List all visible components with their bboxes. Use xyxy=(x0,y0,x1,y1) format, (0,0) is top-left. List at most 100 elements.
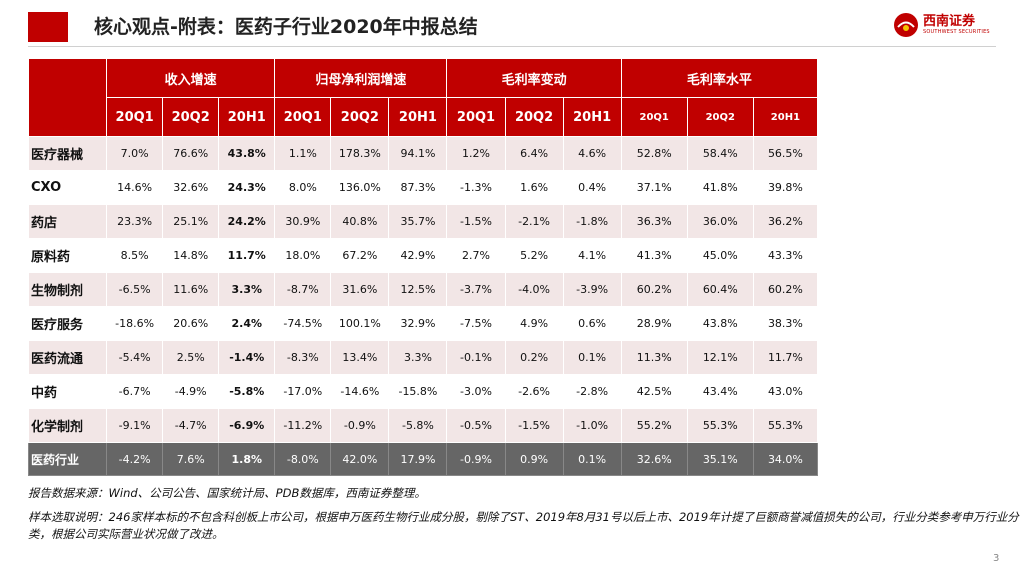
table-cell: -5.8% xyxy=(218,374,276,409)
row-label: 医疗服务 xyxy=(27,306,108,341)
table-cell: 0.4% xyxy=(562,170,622,205)
table-cell: 56.5% xyxy=(752,136,819,171)
table-cell: 6.4% xyxy=(504,136,564,171)
table-body: 医疗器械 7.0% 76.6% 43.8% 1.1% 178.3% 94.1% 1.2% 6.4… xyxy=(27,136,819,476)
table-cell: 52.8% xyxy=(620,136,688,171)
table-cell: 67.2% xyxy=(330,238,390,273)
table-cell: -8.7% xyxy=(274,272,332,307)
table-cell: -8.3% xyxy=(274,340,332,375)
table-cell: -15.8% xyxy=(388,374,448,409)
table-cell: 100.1% xyxy=(330,306,390,341)
title-accent-line xyxy=(62,12,64,42)
table-cell: 87.3% xyxy=(388,170,448,205)
row-label: 药店 xyxy=(27,204,108,239)
table-cell: 37.1% xyxy=(620,170,688,205)
table-cell: 136.0% xyxy=(330,170,390,205)
table-cell: 2.5% xyxy=(162,340,220,375)
table-cell: 45.0% xyxy=(686,238,754,273)
corner-header-cell xyxy=(27,58,108,137)
table-cell: -3.7% xyxy=(446,272,506,307)
table-cell: 28.9% xyxy=(620,306,688,341)
table-cell: 38.3% xyxy=(752,306,819,341)
table-cell: 13.4% xyxy=(330,340,390,375)
row-label: 医药行业 xyxy=(27,442,108,476)
period-header: 20H1 xyxy=(562,97,622,137)
sample-note: 样本选取说明：246家样本标的不包含科创板上市公司，根据申万医药生物行业成分股，… xyxy=(28,510,1019,541)
period-header: 20Q1 xyxy=(274,97,332,137)
table-cell: 1.6% xyxy=(504,170,564,205)
table-cell: -1.4% xyxy=(218,340,276,375)
industry-summary-table: 收入增速 归母净利润增速 毛利率变动 毛利率水平 20Q1 20Q2 20H1 … xyxy=(27,58,819,476)
period-header: 20Q2 xyxy=(330,97,390,137)
table-cell: 35.1% xyxy=(686,442,754,476)
table-cell: 43.3% xyxy=(752,238,819,273)
table-cell: 11.6% xyxy=(162,272,220,307)
table-cell: 178.3% xyxy=(330,136,390,171)
table-cell: -4.7% xyxy=(162,408,220,443)
table-row: 医疗器械 7.0% 76.6% 43.8% 1.1% 178.3% 94.1% 1.2% 6.4… xyxy=(27,136,819,171)
total-row: 医药行业 -4.2% 7.6% 1.8% -8.0% 42.0% 17.9% -0.9% 0.9… xyxy=(27,442,819,476)
table-cell: -5.4% xyxy=(106,340,164,375)
table-cell: 0.2% xyxy=(504,340,564,375)
table-cell: -6.7% xyxy=(106,374,164,409)
table-cell: 43.4% xyxy=(686,374,754,409)
page-number: 3 xyxy=(993,553,1000,564)
table-cell: -7.5% xyxy=(446,306,506,341)
table-cell: 1.1% xyxy=(274,136,332,171)
period-header: 20Q1 xyxy=(106,97,164,137)
table-cell: -4.2% xyxy=(106,442,164,476)
group-header: 收入增速 xyxy=(106,58,276,98)
table-cell: 11.3% xyxy=(620,340,688,375)
table-cell: 55.3% xyxy=(752,408,819,443)
period-header: 20H1 xyxy=(752,97,819,137)
table-cell: -2.6% xyxy=(504,374,564,409)
table-cell: 36.2% xyxy=(752,204,819,239)
period-header: 20Q2 xyxy=(686,97,754,137)
table-row: CXO 14.6% 32.6% 24.3% 8.0% 136.0% 87.3% -1.3% 1.… xyxy=(27,170,819,205)
table-cell: -1.0% xyxy=(562,408,622,443)
logo-emblem-icon xyxy=(894,13,918,37)
group-header: 归母净利润增速 xyxy=(274,58,448,98)
table-cell: 41.3% xyxy=(620,238,688,273)
table-cell: -14.6% xyxy=(330,374,390,409)
title-accent-block xyxy=(28,12,68,42)
table-cell: 43.0% xyxy=(752,374,819,409)
period-header: 20Q2 xyxy=(162,97,220,137)
period-header: 20Q1 xyxy=(620,97,688,137)
table-cell: 32.6% xyxy=(620,442,688,476)
table-cell: -18.6% xyxy=(106,306,164,341)
logo-subtitle: SOUTHWEST SECURITIES xyxy=(923,29,990,35)
table-cell: 55.3% xyxy=(686,408,754,443)
table-cell: 0.1% xyxy=(562,442,622,476)
table-cell: -6.5% xyxy=(106,272,164,307)
table-cell: 40.8% xyxy=(330,204,390,239)
table-cell: 55.2% xyxy=(620,408,688,443)
table-cell: -0.9% xyxy=(446,442,506,476)
table-row: 生物制剂 -6.5% 11.6% 3.3% -8.7% 31.6% 12.5% -3.7% -4… xyxy=(27,272,819,307)
page-title: 核心观点-附表：医药子行业2020年中报总结 xyxy=(94,16,478,38)
table-cell: 8.5% xyxy=(106,238,164,273)
table-cell: -2.8% xyxy=(562,374,622,409)
period-header: 20Q1 xyxy=(446,97,506,137)
row-label: 医疗器械 xyxy=(27,136,108,171)
table-cell: 12.1% xyxy=(686,340,754,375)
table-cell: 8.0% xyxy=(274,170,332,205)
table-cell: 2.7% xyxy=(446,238,506,273)
table-cell: 31.6% xyxy=(330,272,390,307)
table-row: 药店 23.3% 25.1% 24.2% 30.9% 40.8% 35.7% -1.5% -2.… xyxy=(27,204,819,239)
table-cell: 36.3% xyxy=(620,204,688,239)
table-row: 医药流通 -5.4% 2.5% -1.4% -8.3% 13.4% 3.3% -0.1% 0.2… xyxy=(27,340,819,375)
table-cell: 60.2% xyxy=(620,272,688,307)
source-note: 报告数据来源：Wind、公司公告、国家统计局、PDB数据库，西南证券整理。 xyxy=(28,486,426,500)
table-cell: -2.1% xyxy=(504,204,564,239)
table-cell: -1.3% xyxy=(446,170,506,205)
table-cell: 0.6% xyxy=(562,306,622,341)
table-cell: 41.8% xyxy=(686,170,754,205)
table-cell: 12.5% xyxy=(388,272,448,307)
table-cell: -3.0% xyxy=(446,374,506,409)
company-logo: 西南证券 SOUTHWEST SECURITIES xyxy=(893,12,990,38)
table-cell: 23.3% xyxy=(106,204,164,239)
table-cell: 1.8% xyxy=(218,442,276,476)
table-cell: 1.2% xyxy=(446,136,506,171)
table-cell: 42.9% xyxy=(388,238,448,273)
